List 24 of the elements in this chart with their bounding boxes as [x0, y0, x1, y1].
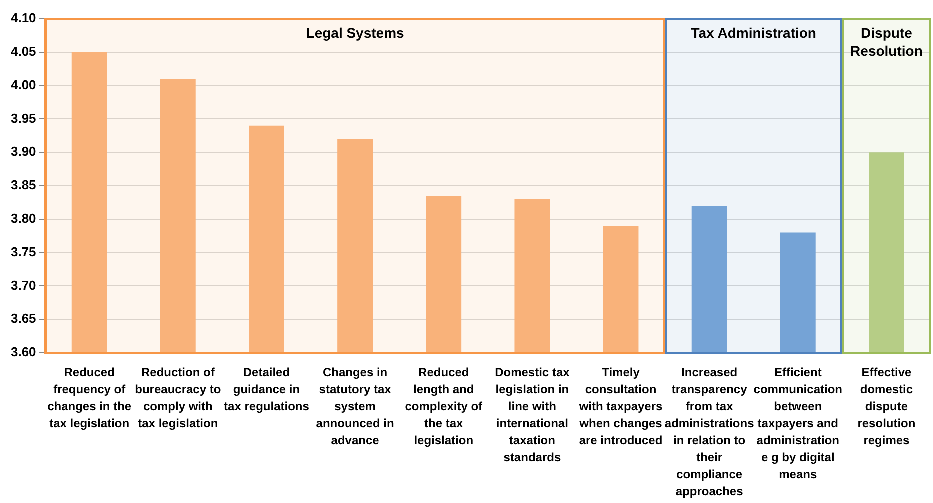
- y-tick-label: 4.00: [10, 77, 36, 92]
- y-tick-label: 3.90: [10, 144, 36, 160]
- y-tick-label: 3.70: [10, 278, 36, 293]
- x-tick-label: Changes in statutory tax system announced in advance: [316, 365, 394, 448]
- x-tick-label: Reduced length and complexity of the tax legislation: [405, 365, 484, 448]
- x-tick-label: Increased transparency from tax administrations in relation to their compliance approaches: [664, 365, 755, 498]
- x-tick-label: Detailed guidance in tax regulations: [224, 365, 310, 414]
- x-tick-label: Reduction of bureaucracy to comply with tax legislation: [135, 365, 222, 430]
- x-tick-label: Effective domestic dispute resolution regimes: [858, 365, 916, 448]
- band-label: Dispute Resolution: [850, 24, 923, 59]
- x-tick-label: Domestic tax legislation in line with international taxation standards: [495, 365, 570, 464]
- x-tick-label: Efficient communication between taxpayers and administration e g by digital means: [754, 365, 842, 482]
- band-label: Tax Administration: [691, 24, 816, 41]
- y-tick-label: 3.65: [10, 311, 36, 326]
- y-tick-label: 4.05: [10, 44, 36, 59]
- y-tick-label: 3.85: [10, 178, 36, 193]
- y-tick-label: 4.10: [10, 10, 36, 26]
- y-tick-label: 3.60: [10, 344, 36, 360]
- y-tick-label: 3.80: [10, 210, 36, 226]
- x-tick-label: Timely consultation with taxpayers when changes are introduced: [578, 365, 664, 448]
- y-tick-label: 3.95: [10, 110, 36, 126]
- y-tick-label: 3.75: [10, 244, 36, 260]
- x-tick-label: Reduced frequency of changes in the tax legislation: [48, 365, 132, 430]
- band-label: Legal Systems: [306, 24, 405, 41]
